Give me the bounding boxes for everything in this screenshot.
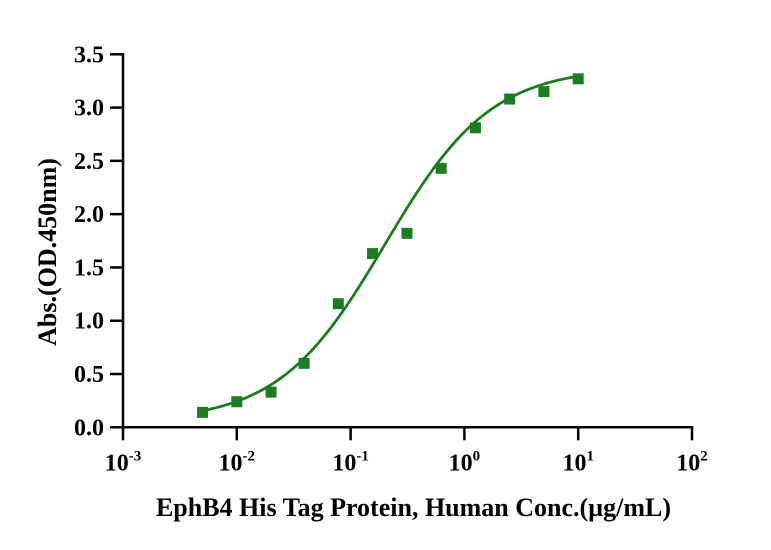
data-point-marker: [572, 73, 584, 85]
data-point-marker: [265, 386, 277, 398]
y-tick-label: 2.5: [74, 149, 104, 175]
data-point-marker: [332, 298, 344, 310]
x-tick-label: 10-3: [105, 448, 142, 476]
x-tick-label: 102: [676, 448, 708, 476]
x-tick-label: 101: [562, 448, 594, 476]
y-tick-label: 3.5: [74, 42, 104, 68]
y-tick-label: 3.0: [74, 96, 104, 122]
fit-curve: [201, 74, 580, 413]
data-point-marker: [197, 406, 209, 418]
x-tick-label: 10-1: [332, 448, 369, 476]
data-point-marker: [231, 396, 243, 408]
y-tick-label: 1.5: [74, 255, 104, 281]
y-tick-label: 1.0: [74, 309, 104, 335]
data-point-marker: [435, 162, 447, 174]
data-point-marker: [401, 227, 413, 239]
data-point-marker: [469, 122, 481, 134]
y-tick-label: 0.5: [74, 362, 104, 388]
x-tick-label: 100: [449, 448, 481, 476]
data-point-marker: [504, 93, 516, 105]
y-tick-label: 0.0: [74, 415, 104, 441]
x-axis-title: EphB4 His Tag Protein, Human Conc.(µg/mL…: [156, 493, 671, 522]
y-tick-label: 2.0: [74, 202, 104, 228]
data-point-marker: [298, 357, 310, 369]
data-point-marker: [367, 248, 379, 260]
data-point-marker: [538, 86, 550, 98]
x-tick-label: 10-2: [219, 448, 255, 476]
y-axis-title: Abs.(OD.450nm): [33, 158, 62, 346]
